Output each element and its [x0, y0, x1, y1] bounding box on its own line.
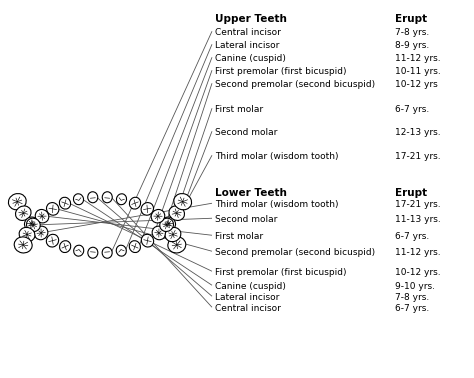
- Text: 6-7 yrs.: 6-7 yrs.: [395, 232, 429, 241]
- Text: Lower Teeth: Lower Teeth: [215, 188, 287, 198]
- Text: 7-8 yrs.: 7-8 yrs.: [395, 28, 429, 37]
- Text: 17-21 yrs.: 17-21 yrs.: [395, 200, 441, 209]
- Ellipse shape: [59, 197, 71, 209]
- Text: First molar: First molar: [215, 105, 263, 114]
- Text: 10-12 yrs.: 10-12 yrs.: [395, 268, 441, 277]
- Ellipse shape: [35, 226, 48, 240]
- Text: First premolar (first bicuspid): First premolar (first bicuspid): [215, 268, 346, 277]
- Ellipse shape: [27, 218, 40, 231]
- Text: 10-11 yrs.: 10-11 yrs.: [395, 67, 441, 76]
- Text: Third molar (wisdom tooth): Third molar (wisdom tooth): [215, 200, 338, 209]
- Text: 6-7 yrs.: 6-7 yrs.: [395, 105, 429, 114]
- Ellipse shape: [60, 241, 71, 253]
- Ellipse shape: [9, 194, 26, 210]
- Ellipse shape: [19, 228, 35, 242]
- Ellipse shape: [88, 247, 98, 258]
- Text: Second premolar (second bicuspid): Second premolar (second bicuspid): [215, 248, 375, 257]
- Text: 6-7 yrs.: 6-7 yrs.: [395, 304, 429, 313]
- Ellipse shape: [73, 245, 84, 256]
- Ellipse shape: [73, 194, 83, 205]
- Ellipse shape: [102, 192, 112, 203]
- Text: 10-12 yrs: 10-12 yrs: [395, 80, 438, 89]
- Text: 12-13 yrs.: 12-13 yrs.: [395, 128, 441, 137]
- Ellipse shape: [129, 241, 140, 253]
- Ellipse shape: [14, 237, 32, 253]
- Ellipse shape: [168, 237, 186, 253]
- Ellipse shape: [46, 234, 59, 247]
- Ellipse shape: [174, 194, 191, 210]
- Text: 8-9 yrs.: 8-9 yrs.: [395, 41, 429, 50]
- Ellipse shape: [129, 197, 141, 209]
- Text: First molar: First molar: [215, 232, 263, 241]
- Ellipse shape: [102, 247, 112, 258]
- Text: 17-21 yrs.: 17-21 yrs.: [395, 152, 441, 161]
- Text: 7-8 yrs.: 7-8 yrs.: [395, 293, 429, 302]
- Ellipse shape: [169, 206, 184, 220]
- Text: Central incisor: Central incisor: [215, 28, 281, 37]
- Text: Lateral incisor: Lateral incisor: [215, 293, 279, 302]
- Text: Canine (cuspid): Canine (cuspid): [215, 54, 286, 63]
- Text: Canine (cuspid): Canine (cuspid): [215, 282, 286, 291]
- Text: Erupt: Erupt: [395, 14, 427, 24]
- Text: First premolar (first bicuspid): First premolar (first bicuspid): [215, 67, 346, 76]
- Ellipse shape: [116, 245, 126, 256]
- Text: Second premolar (second bicuspid): Second premolar (second bicuspid): [215, 80, 375, 89]
- Ellipse shape: [46, 203, 59, 215]
- Ellipse shape: [25, 217, 38, 231]
- Ellipse shape: [151, 209, 165, 223]
- Text: 11-12 yrs.: 11-12 yrs.: [395, 54, 441, 63]
- Ellipse shape: [141, 203, 154, 215]
- Text: Third molar (wisdom tooth): Third molar (wisdom tooth): [215, 152, 338, 161]
- Text: Second molar: Second molar: [215, 215, 277, 224]
- Text: 11-12 yrs.: 11-12 yrs.: [395, 248, 441, 257]
- Ellipse shape: [152, 226, 165, 240]
- Text: Upper Teeth: Upper Teeth: [215, 14, 287, 24]
- Ellipse shape: [16, 206, 31, 220]
- Text: Central incisor: Central incisor: [215, 304, 281, 313]
- Ellipse shape: [35, 209, 49, 223]
- Text: 9-10 yrs.: 9-10 yrs.: [395, 282, 435, 291]
- Text: Lateral incisor: Lateral incisor: [215, 41, 279, 50]
- Text: Second molar: Second molar: [215, 128, 277, 137]
- Ellipse shape: [88, 192, 98, 203]
- Ellipse shape: [141, 234, 154, 247]
- Ellipse shape: [160, 218, 173, 231]
- Text: 11-13 yrs.: 11-13 yrs.: [395, 215, 441, 224]
- Ellipse shape: [165, 228, 181, 242]
- Ellipse shape: [117, 194, 127, 205]
- Text: Erupt: Erupt: [395, 188, 427, 198]
- Ellipse shape: [162, 217, 175, 231]
